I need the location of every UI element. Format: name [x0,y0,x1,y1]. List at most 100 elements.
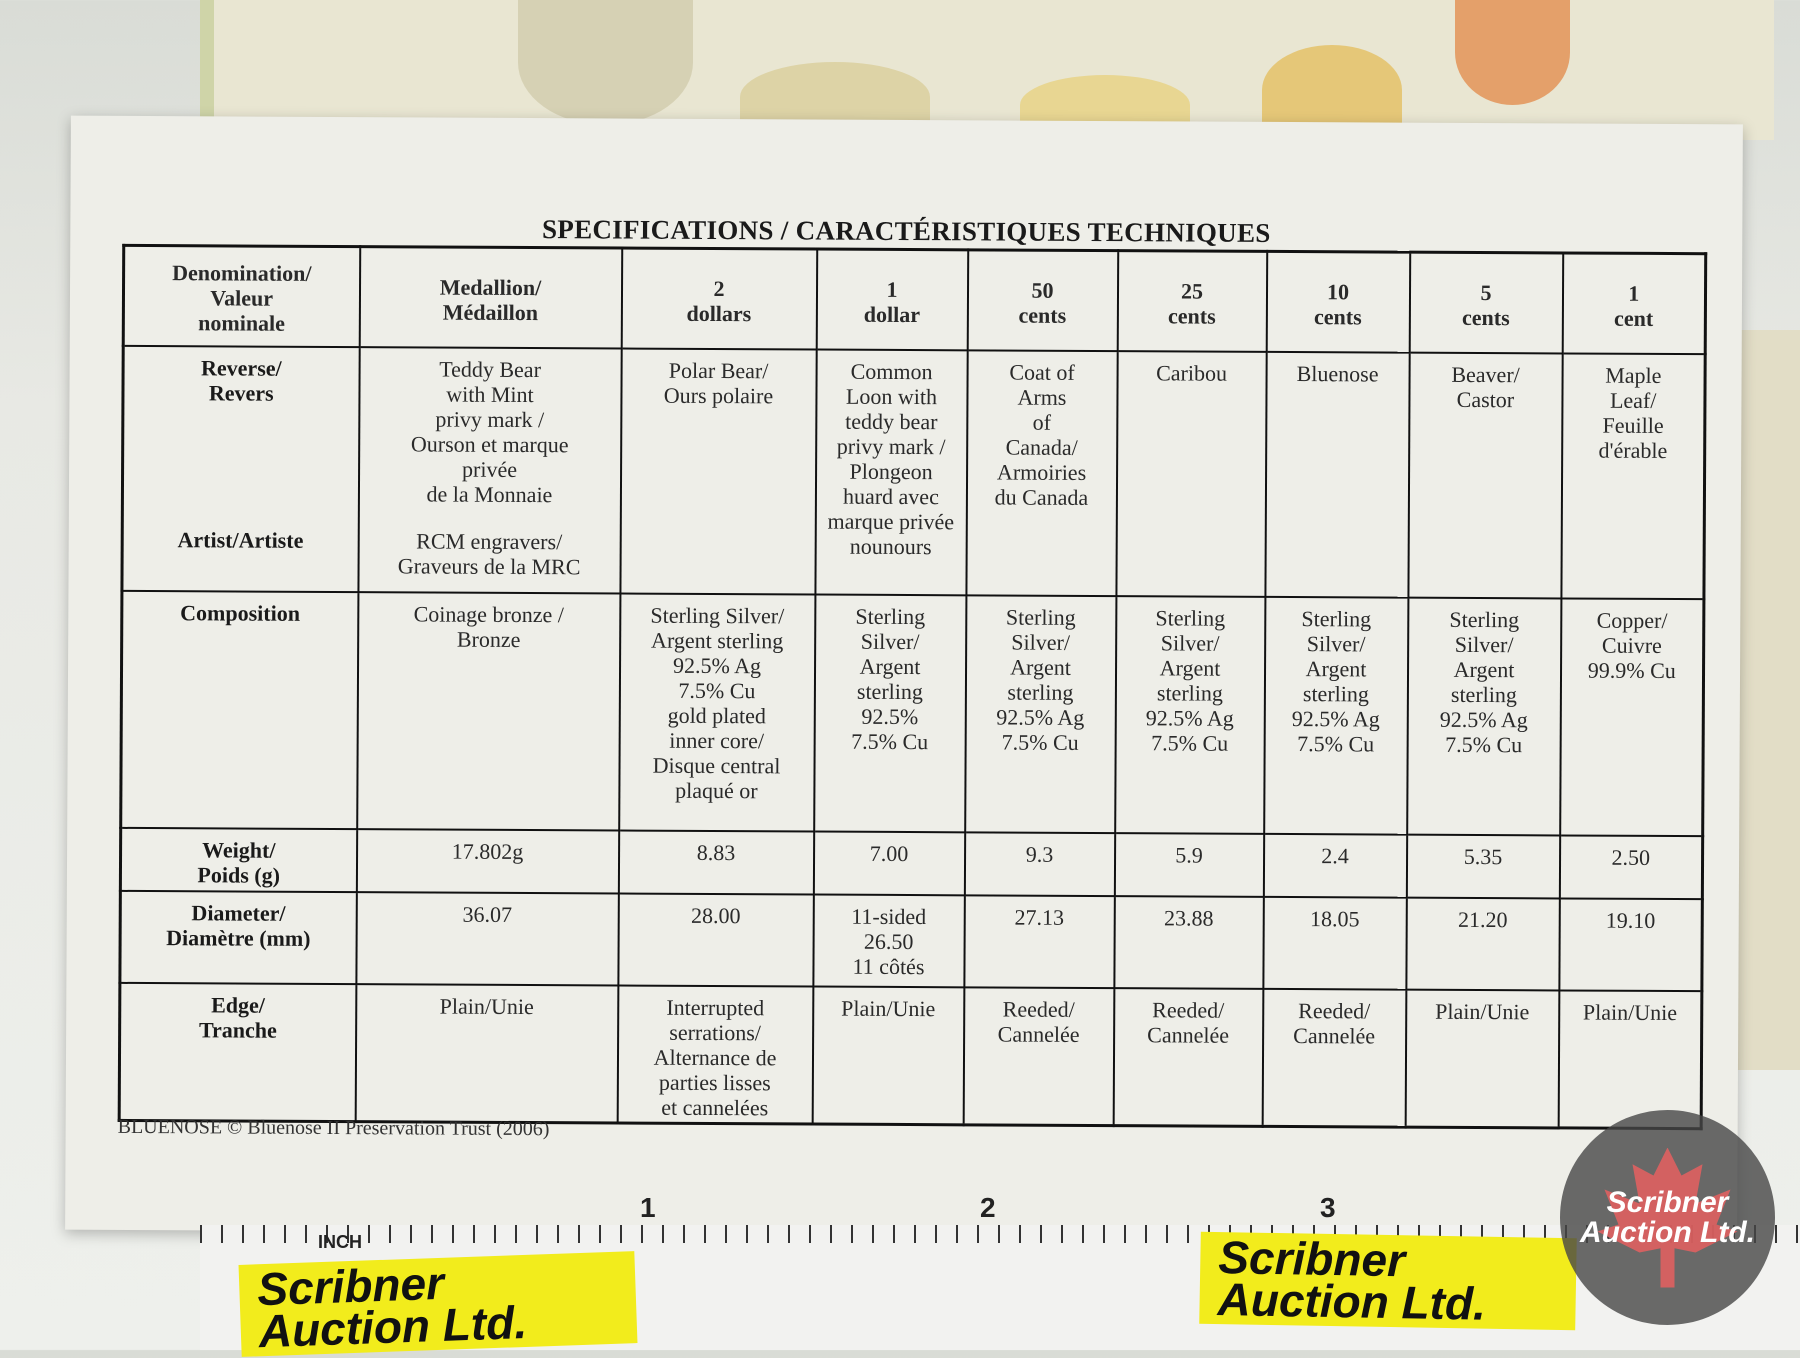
table-cell: 36.07 [355,891,619,986]
cell-value: 5.9 [1175,841,1203,868]
cell-value: 18.05 [1309,905,1360,931]
sticker-text: Auction Ltd. [257,1295,528,1358]
row-header: Weight/ Poids (g) [120,827,357,892]
coin [1262,45,1402,135]
cell-value: Plain/Unie [439,993,534,1019]
row-header: Edge/ Tranche [119,982,356,1122]
row-label: Diameter/ Diamètre (mm) [166,899,311,951]
column-header: 25 cents [1117,250,1267,352]
cell-value: 36.07 [462,901,513,927]
table-cell: Sterling Silver/ Argent sterling 92.5% A… [1263,596,1408,835]
specifications-card: SPECIFICATIONS / CARACTÉRISTIQUES TECHNI… [65,115,1743,1239]
cell-value: Caribou [1156,359,1228,386]
table-cell: Plain/Unie [812,986,964,1125]
cell-value: 27.13 [1014,904,1065,930]
specifications-table: Denomination/ Valeur nominale Medallion/ … [117,243,1708,1131]
cell-value: Maple Leaf/ Feuille d'érable [1598,362,1668,463]
artist-value: RCM engravers/ Graveurs de la MRC [397,527,581,579]
table-row: Composition Coinage bronze / Bronze Sterli… [120,590,1704,836]
table-cell: 8.83 [618,830,814,895]
table-row: Weight/ Poids (g) 17.802g 8.83 7.00 9.3 5.9 2.… [120,827,1703,899]
table-cell: Common Loon with teddy bear privy mark /… [814,349,968,595]
table-cell: 18.05 [1262,896,1407,990]
table-cell: Plain/Unie [1558,989,1702,1129]
ruler-number: 2 [980,1192,996,1223]
cell-value: Interrupted serrations/ Alternance de pa… [653,994,777,1120]
column-header: 1 cent [1562,252,1706,354]
table-cell: 5.9 [1114,832,1264,897]
table-row: Edge/ Tranche Plain/Unie Interrupted serra… [119,982,1702,1129]
table-cell: Sterling Silver/ Argent sterling 92.5% A… [1114,595,1265,834]
table-cell: 9.3 [964,831,1115,896]
cell-value: 23.88 [1163,904,1214,931]
artist-label: Artist/Artiste [177,526,304,553]
cell-value: Sterling Silver/ Argent sterling 92.5% A… [650,602,785,803]
table-cell: Reeded/ Cannelée [963,986,1114,1126]
cell-value: Sterling Silver/ Argent sterling 92.5% A… [996,604,1085,755]
header-row: Denomination/ Valeur nominale Medallion/ … [123,245,1706,354]
ruler-label: INCH [318,1232,362,1252]
column-header: 2 dollars [621,248,817,350]
table-cell: 23.88 [1113,895,1264,989]
cell-value: Plain/Unie [1435,998,1530,1024]
table-cell: 17.802g [356,828,619,894]
cell-value: Sterling Silver/ Argent sterling 92.5% A… [1145,604,1234,756]
cell-value: 11-sided 26.50 11 côtés [851,903,927,979]
cell-value: Reeded/ Cannelée [1147,996,1230,1048]
cell-value: 8.83 [696,839,736,865]
table-cell: Reeded/ Cannelée [1113,987,1263,1127]
cell-value: Coinage bronze / Bronze [413,600,565,652]
cell-value: 5.35 [1463,843,1503,869]
cell-value: Beaver/ Castor [1451,361,1520,412]
row-label: Weight/ Poids (g) [197,836,281,888]
cell-value: 19.10 [1605,907,1656,933]
cell-value: 7.00 [869,840,909,866]
ruler-number: 3 [1320,1192,1336,1223]
table-cell: 2.50 [1559,834,1703,899]
column-header: 50 cents [967,249,1118,351]
cell-value: Copper/ Cuivre 99.9% Cu [1587,607,1676,683]
table-cell: 19.10 [1558,897,1703,991]
auction-sticker: Scribner Auction Ltd. [1199,1231,1577,1331]
seal-text: Auction Ltd. [1580,1215,1755,1249]
column-header: Medallion/ Médaillon [359,246,622,349]
cell-value: 17.802g [451,838,524,864]
cell-value: Sterling Silver/ Argent sterling 92.5% A… [1291,605,1380,756]
cell-value: Common Loon with teddy bear privy mark /… [827,358,955,559]
column-header: 10 cents [1266,251,1410,353]
cell-value: Reeded/ Cannelée [997,996,1080,1047]
coin [518,0,693,125]
table-cell: 21.20 [1405,897,1560,990]
ruler-number: 1 [640,1192,656,1223]
table-cell: 7.00 [813,831,965,895]
table-cell: Sterling Silver/ Argent sterling 92.5% A… [964,594,1116,833]
table-cell: Coat of Arms of Canada/ Armoiries du Can… [965,349,1118,596]
column-header: 5 cents [1409,252,1563,353]
coin [1455,0,1570,105]
row-header: Reverse/ Revers Artist/Artiste [121,345,360,592]
auction-sticker: Scribner Auction Ltd. [238,1251,638,1358]
cell-value: Teddy Bear with Mint privy mark / Ourson… [410,356,569,507]
column-header: Denomination/ Valeur nominale [123,245,360,347]
cell-value: Plain/Unie [841,995,936,1021]
table-cell: Caribou [1115,350,1267,597]
table-row: Diameter/ Diamètre (mm) 36.07 28.00 11-side… [119,890,1703,991]
table-cell: 27.13 [963,894,1115,988]
cell-value: Coat of Arms of Canada/ Armoiries du Can… [994,359,1089,510]
row-label: Reverse/ Revers [200,354,282,406]
table-cell: Beaver/ Castor [1407,352,1563,598]
cell-value: Sterling Silver/ Argent sterling 92.5% 7… [851,603,929,754]
table-row: Reverse/ Revers Artist/Artiste Teddy Bear … [121,345,1706,599]
table-cell: Maple Leaf/ Feuille d'érable [1560,352,1706,599]
table-cell: Sterling Silver/ Argent sterling 92.5% 7… [813,594,966,832]
table-cell: Interrupted serrations/ Alternance de pa… [617,985,813,1125]
cell-value: Bluenose [1296,360,1379,386]
table-cell: Teddy Bear with Mint privy mark / Ourson… [357,346,622,594]
cell-value: Polar Bear/ Ours polaire [663,357,774,408]
table-cell: Coinage bronze / Bronze [356,591,620,831]
table-cell: 5.35 [1406,834,1560,898]
table-cell: 2.4 [1263,833,1407,898]
cell-value: 9.3 [1025,841,1054,867]
table-cell: Sterling Silver/ Argent sterling 92.5% A… [1406,597,1561,835]
seal-text: Scribner [1606,1185,1729,1219]
